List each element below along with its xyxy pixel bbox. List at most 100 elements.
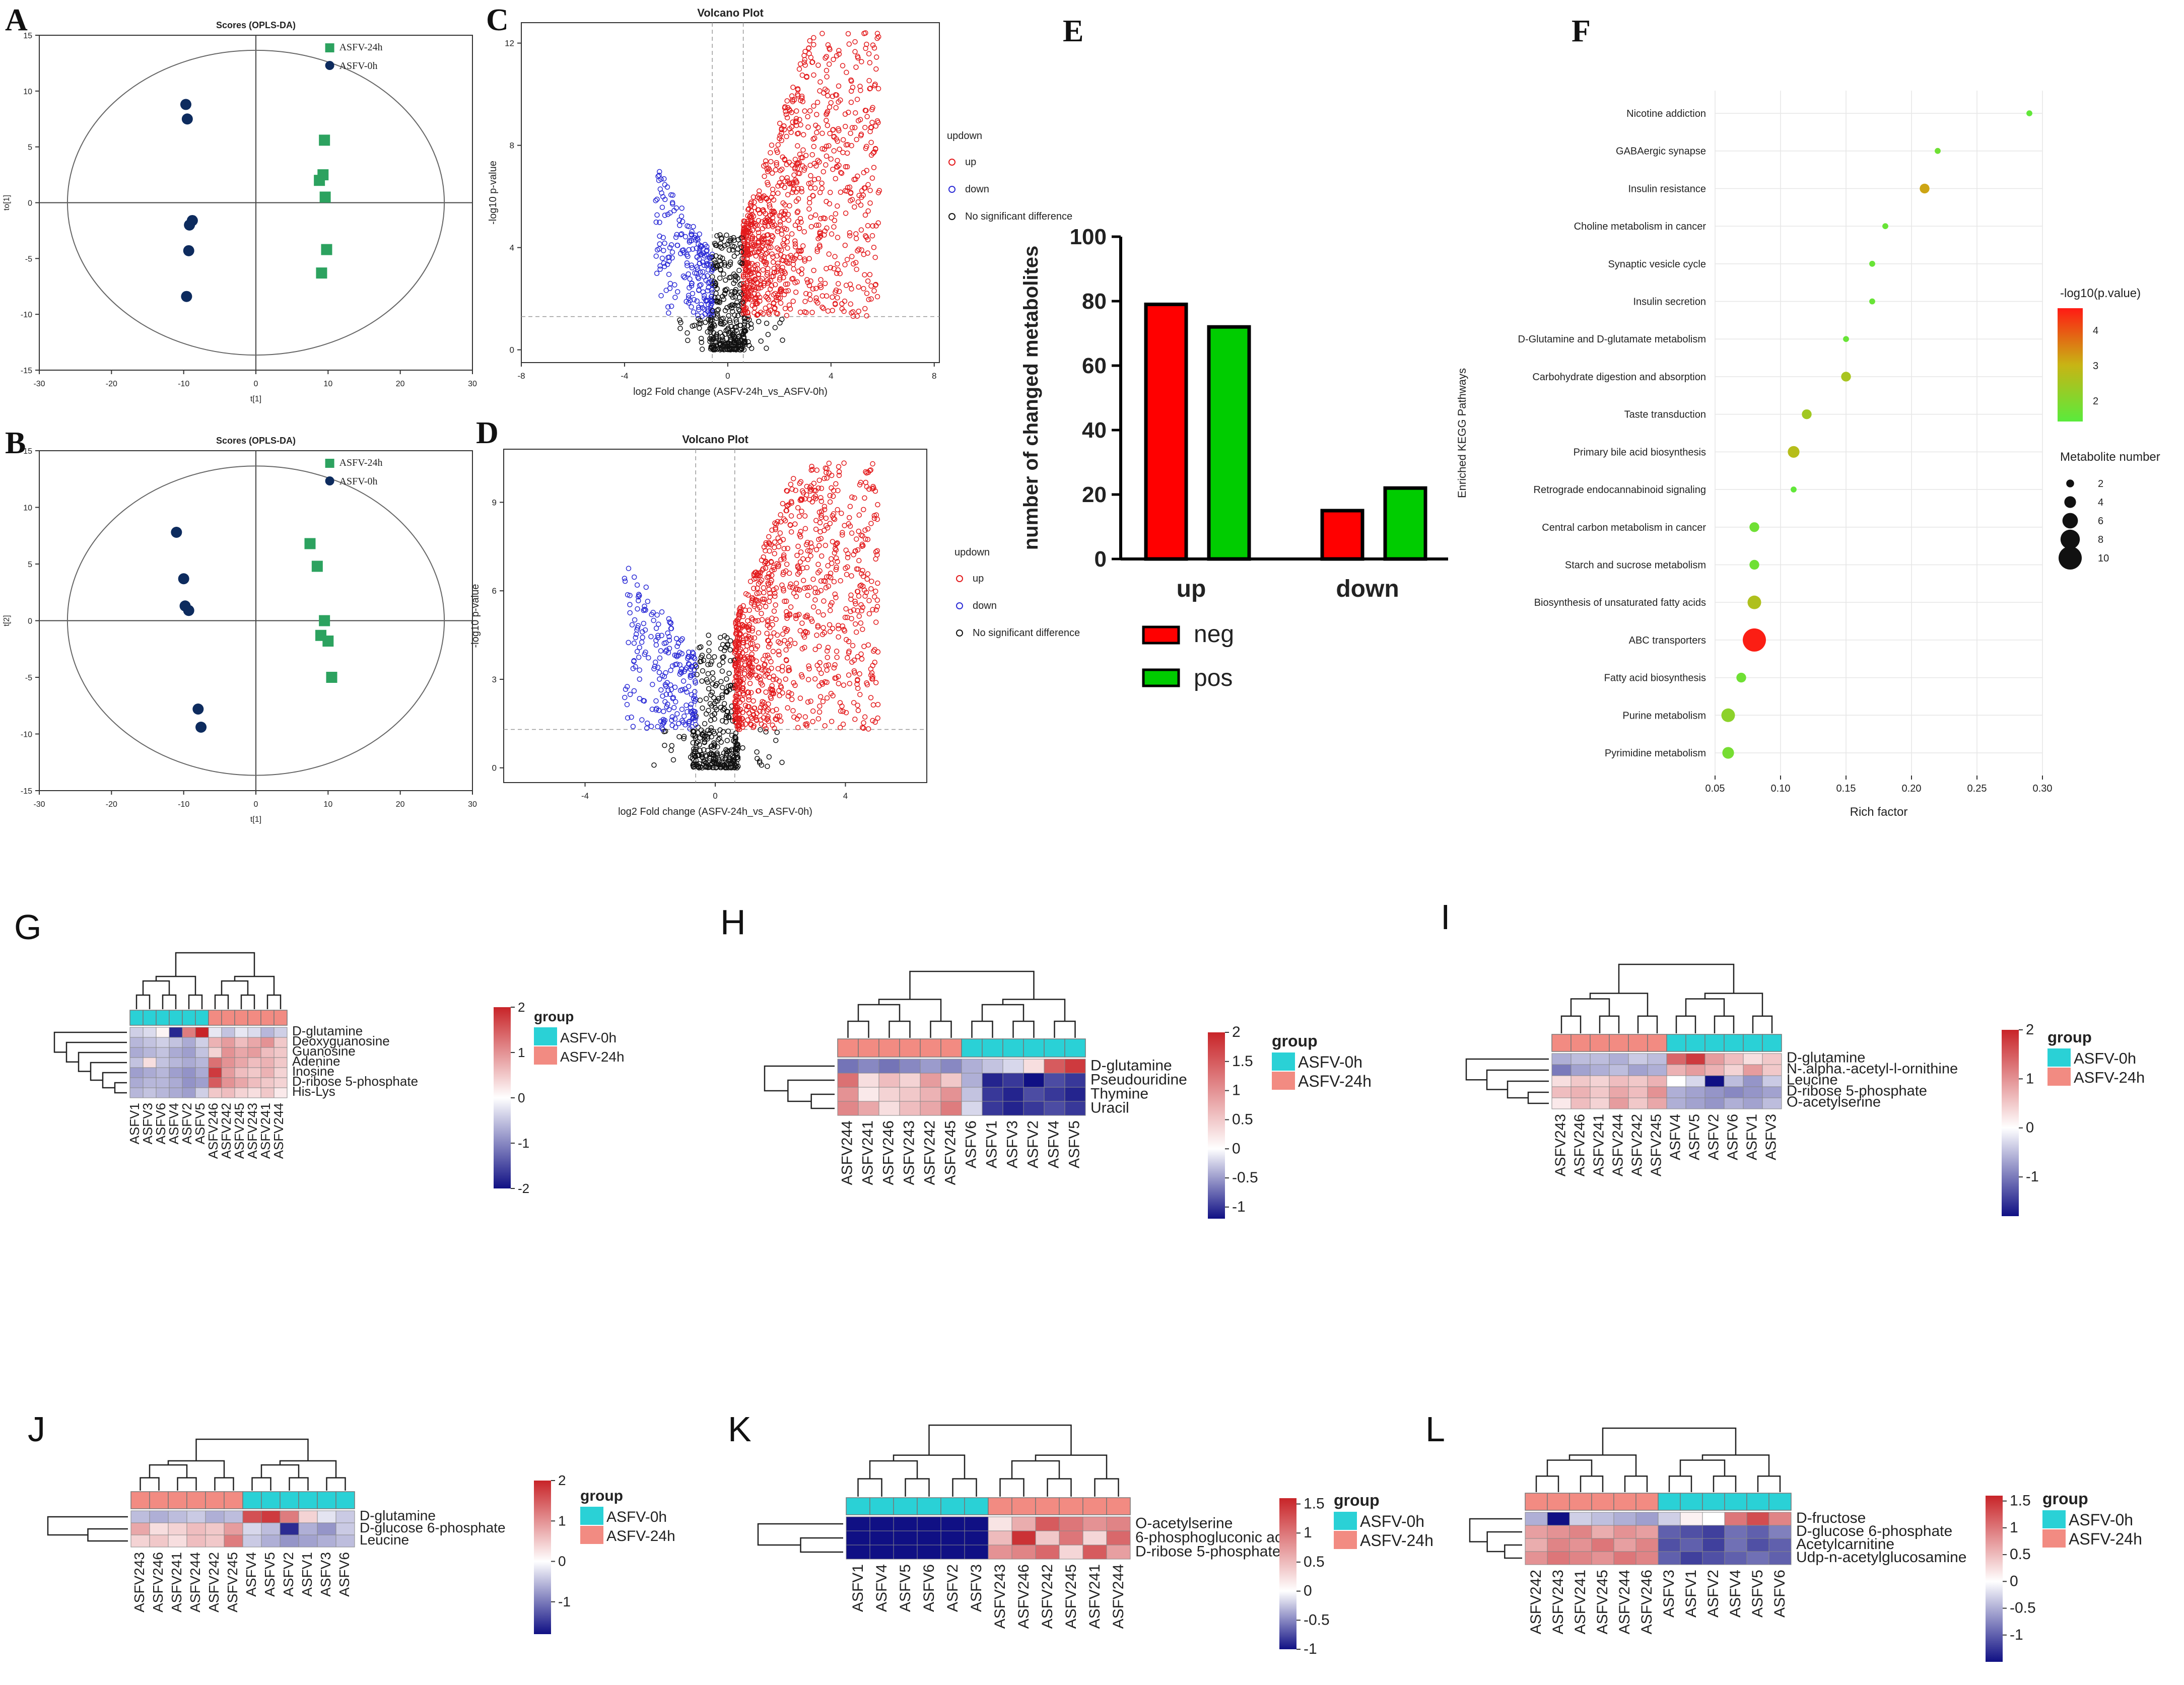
volcano-point <box>777 275 783 280</box>
volcano-point <box>811 177 817 182</box>
volcano-point <box>838 578 843 584</box>
volcano-point <box>781 546 787 551</box>
volcano-point <box>854 313 860 319</box>
volcano-point <box>817 189 823 195</box>
volcano-point <box>736 267 742 273</box>
volcano-point <box>756 319 762 324</box>
volcano-point <box>760 657 766 662</box>
volcano-point <box>786 689 792 695</box>
volcano-point <box>748 722 754 728</box>
volcano-point <box>782 270 788 276</box>
scale-tick-label: -1 <box>2026 1169 2039 1185</box>
heatmap-cell <box>1724 1086 1744 1098</box>
volcano-point <box>781 570 786 575</box>
volcano-point <box>751 723 757 729</box>
volcano-point <box>717 635 723 641</box>
volcano-point <box>770 259 776 265</box>
group-legend-title: group <box>2047 1028 2092 1046</box>
column-label: ASFV4 <box>1668 1114 1684 1160</box>
volcano-point <box>666 254 672 260</box>
volcano-point <box>696 321 702 326</box>
color-legend-tick: 2 <box>2093 396 2098 407</box>
legend-label: ASFV-24h <box>339 42 383 53</box>
volcano-point <box>706 633 711 638</box>
volcano-point <box>722 243 728 249</box>
volcano-point <box>817 88 823 94</box>
data-point-0h <box>180 99 191 110</box>
column-label: ASFV243 <box>1553 1114 1569 1176</box>
volcano-point <box>795 505 801 511</box>
volcano-point <box>872 254 878 260</box>
pathway-label: Taste transduction <box>1624 409 1706 420</box>
volcano-point <box>741 304 747 310</box>
volcano-point <box>738 249 744 255</box>
volcano-point <box>737 260 743 265</box>
volcano-point <box>681 669 687 674</box>
heatmap-cell <box>1702 1525 1725 1539</box>
volcano-point <box>702 759 708 764</box>
volcano-point <box>712 716 717 722</box>
volcano-point <box>795 196 801 202</box>
volcano-point <box>844 572 850 578</box>
data-point-0h <box>181 113 193 125</box>
group-bar-cell <box>234 1010 248 1026</box>
volcano-point <box>709 689 715 695</box>
legend-marker-0h <box>325 476 334 485</box>
heatmap-cell <box>961 1073 983 1088</box>
volcano-point <box>624 684 630 689</box>
volcano-point <box>841 308 847 314</box>
volcano-point <box>790 476 796 481</box>
volcano-point <box>817 703 823 709</box>
volcano-point <box>762 217 768 223</box>
volcano-point <box>622 578 628 584</box>
x-tick-label: 0 <box>725 371 730 381</box>
column-label: ASFV4 <box>873 1564 890 1612</box>
volcano-point <box>859 608 865 613</box>
volcano-point <box>835 507 840 513</box>
heatmap-cell <box>846 1544 870 1560</box>
x-tick-label: 10 <box>323 380 332 388</box>
volcano-points <box>653 30 882 353</box>
volcano-point <box>845 31 851 37</box>
volcano-point <box>778 519 784 525</box>
volcano-point <box>674 242 680 248</box>
volcano-point <box>869 233 875 239</box>
row-label: Uracil <box>1090 1099 1129 1116</box>
pathway-bubble <box>1920 183 1930 194</box>
heatmap-cell <box>129 1077 144 1088</box>
column-label: ASFV1 <box>984 1120 1000 1168</box>
column-label: ASFV4 <box>1046 1120 1062 1168</box>
heatmap-cell <box>169 1087 183 1098</box>
heatmap-cell <box>1569 1538 1592 1552</box>
volcano-point <box>790 299 796 304</box>
volcano-point <box>863 233 868 239</box>
volcano-point <box>867 128 873 134</box>
volcano-point <box>659 633 664 639</box>
panel-letter-j: J <box>28 1410 45 1449</box>
volcano-point <box>783 598 789 604</box>
heatmap-cell <box>1011 1516 1036 1531</box>
y-tick-label: 60 <box>1082 354 1107 378</box>
column-label: ASFV242 <box>206 1552 222 1612</box>
volcano-point <box>733 347 739 353</box>
volcano-point <box>772 520 778 526</box>
volcano-point <box>785 234 790 240</box>
volcano-point <box>766 309 772 315</box>
volcano-point <box>765 180 770 185</box>
group-legend-label: ASFV-0h <box>606 1509 667 1525</box>
scale-tick-label: -1 <box>1232 1199 1246 1215</box>
volcano-point <box>764 260 769 265</box>
volcano-point <box>629 622 635 627</box>
dendrogram-link <box>1685 998 1725 1016</box>
volcano-point <box>873 66 879 72</box>
heatmap-cell <box>1011 1530 1036 1546</box>
volcano-point <box>805 114 810 119</box>
heatmap-cell <box>234 1057 248 1068</box>
volcano-point <box>740 272 746 278</box>
dendrogram-link <box>1535 1476 1559 1492</box>
heatmap-cell <box>261 1522 281 1535</box>
volcano-point <box>784 239 790 245</box>
dendrogram-link <box>1757 1476 1781 1492</box>
volcano-point <box>756 188 762 194</box>
volcano-point <box>771 691 777 696</box>
